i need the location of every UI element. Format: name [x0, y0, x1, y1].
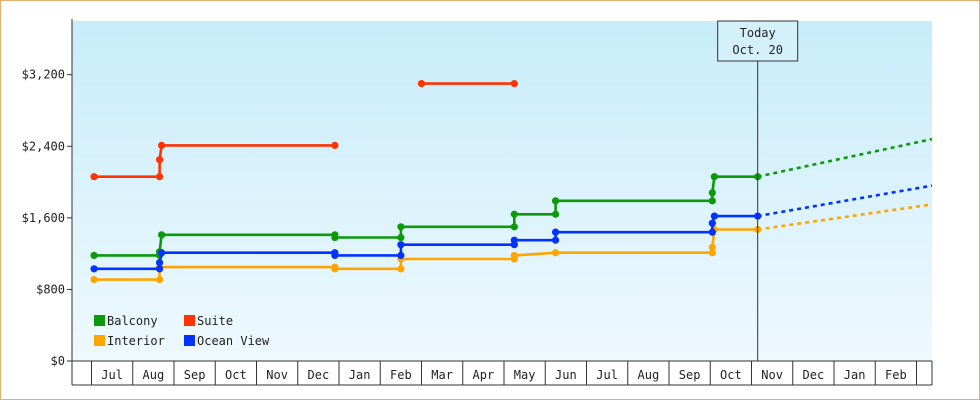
series-ocean-view-line-point: [155, 265, 164, 273]
series-interior-line-point: [331, 265, 339, 273]
x-tick-label: Jun: [555, 368, 577, 382]
x-tick-label: Jul: [596, 368, 618, 382]
series-ocean-view-line-point: [710, 212, 718, 220]
series-ocean-view-line-point: [90, 265, 98, 273]
series-balcony-projection: [757, 137, 933, 178]
legend-label-interior: Interior: [107, 334, 165, 348]
series-ocean-view-line-point: [158, 249, 166, 257]
series-balcony-line-point: [708, 189, 716, 197]
series-interior-line-point: [708, 243, 716, 251]
x-tick-label: Feb: [390, 368, 412, 382]
series-suite-line-point: [331, 141, 339, 149]
series-interior-line-point: [397, 265, 405, 273]
series-ocean-view-line-point: [155, 258, 164, 267]
x-tick-label: Feb: [885, 368, 907, 382]
series-ocean-view-line-point: [551, 228, 560, 236]
series-ocean-view-line-point: [397, 251, 405, 260]
x-tick-label: Jan: [844, 368, 866, 382]
plot-background: [72, 21, 932, 361]
series-ocean-view-projection: [757, 184, 933, 218]
series-interior-line-point: [708, 249, 716, 257]
series-suite-line-point: [417, 80, 426, 88]
x-tick-label: Oct: [720, 368, 742, 382]
series-balcony-line-point: [331, 233, 339, 242]
series-ocean-view-line-point: [708, 219, 716, 227]
series-suite-line-point: [155, 173, 164, 181]
series-interior-line-point: [551, 249, 560, 257]
x-tick-label: Nov: [761, 368, 783, 382]
today-date: Oct. 20: [732, 43, 783, 57]
series-interior-line-point: [155, 275, 164, 284]
series-suite-line-point: [155, 156, 164, 164]
series-balcony-line-point: [90, 251, 98, 260]
x-tick-label: May: [514, 368, 536, 382]
series-ocean-view-line-point: [708, 228, 716, 236]
x-tick-label: Dec: [308, 368, 330, 382]
x-tick-label: Mar: [431, 368, 453, 382]
legend-label-balcony: Balcony: [107, 314, 158, 328]
y-tick-label: $0: [51, 354, 65, 368]
x-tick-label: Apr: [473, 368, 495, 382]
series-interior-line-point: [510, 251, 518, 260]
x-tick-label: Aug: [638, 368, 660, 382]
today-label: Today: [740, 26, 776, 40]
series-balcony-line-point: [551, 197, 560, 205]
series-ocean-view-line-point: [551, 236, 560, 244]
legend-label-suite: Suite: [197, 314, 233, 328]
legend-swatch-suite: [184, 315, 195, 326]
series-ocean-view-line-point: [331, 251, 339, 260]
series-suite-line-point: [510, 80, 518, 88]
series-balcony-line-point: [710, 173, 718, 181]
series-balcony-line-point: [397, 223, 405, 231]
legend-swatch-interior: [94, 335, 105, 346]
x-tick-label: Nov: [266, 368, 288, 382]
series-suite-line-point: [158, 141, 166, 149]
y-tick-label: $3,200: [22, 68, 65, 82]
x-tick-label: Jul: [101, 368, 123, 382]
y-tick-label: $2,400: [22, 139, 65, 153]
series-suite-line-point: [90, 173, 98, 181]
x-tick-label: Jan: [349, 368, 371, 382]
series-balcony-line-point: [551, 210, 560, 218]
legend-swatch-balcony: [94, 315, 105, 326]
legend-swatch-ocean-view: [184, 335, 195, 346]
series-balcony-line-point: [510, 223, 518, 231]
series-ocean-view-line: [93, 214, 758, 271]
today-box: [717, 20, 799, 62]
series-interior-projection: [757, 203, 933, 231]
y-tick-label: $800: [36, 282, 65, 296]
series-balcony-line-point: [158, 231, 166, 239]
x-tick-label: Oct: [225, 368, 247, 382]
series-balcony-line-point: [510, 210, 518, 218]
series-balcony-line-point: [708, 197, 716, 205]
x-tick-label: Sep: [184, 368, 206, 382]
x-tick-label: Dec: [803, 368, 825, 382]
x-tick-label: Aug: [143, 368, 165, 382]
series-ocean-view-line-point: [510, 236, 518, 244]
series-balcony-line-point: [397, 233, 405, 242]
y-tick-label: $1,600: [22, 211, 65, 225]
series-balcony-line: [93, 175, 758, 257]
x-tick-label: Sep: [679, 368, 701, 382]
legend-label-ocean-view: Ocean View: [197, 334, 270, 348]
series-ocean-view-line-point: [397, 241, 405, 249]
series-interior-line-point: [90, 275, 98, 284]
